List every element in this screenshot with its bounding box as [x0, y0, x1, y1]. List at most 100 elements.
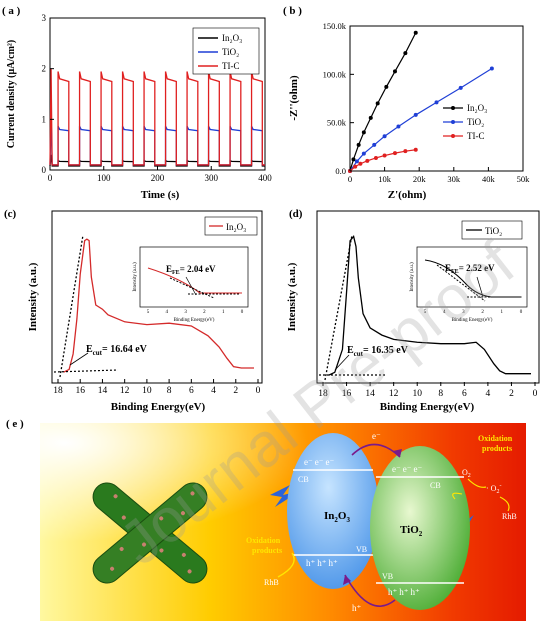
legend-label: TI-C [467, 131, 485, 141]
x-tick-label: 0 [256, 386, 261, 396]
series-line-1 [49, 114, 265, 166]
data-point [361, 130, 366, 135]
panel-d-inset: EFE= 2.52 eV 5 4 3 2 1 0 Binding Energy(eV) I… [410, 246, 528, 323]
x-tick-label: 6 [189, 386, 194, 396]
panel-a-label: ( a ) [2, 5, 21, 17]
panel-c-ticks: 18 16 14 12 10 8 6 4 2 0 [53, 379, 261, 396]
legend-marker [451, 106, 455, 110]
panel-d-label: (d) [289, 208, 303, 220]
y-tick-label: 2 [42, 64, 47, 74]
panel-c-inset-annotation: EFE= 2.04 eV [166, 264, 216, 276]
left-rhb-label: RhB [264, 578, 279, 587]
inset-x-tick-label: 0 [520, 310, 523, 315]
x-tick-label: 18 [53, 386, 63, 396]
hole-transfer-arrow [344, 574, 396, 607]
data-point [382, 134, 387, 139]
light-bolt-icon [270, 485, 300, 507]
panel-d-cut-arrow [334, 354, 350, 371]
data-point [392, 151, 397, 156]
panel-b-frame [349, 25, 524, 172]
panel-d-legend-label: TiO₂ [485, 226, 502, 236]
panel-b-ylabel: -Z''(ohm) [288, 75, 300, 121]
x-tick-label: 300 [205, 173, 219, 183]
panel-c-legend-label: In₂O₃ [226, 222, 246, 232]
in2o3-holes: h⁺ h⁺ h⁺ [306, 558, 338, 568]
panel-c-ylabel: Intensity (a.u.) [27, 262, 39, 331]
data-point [382, 153, 387, 158]
inset-x-tick-label: 5 [147, 310, 150, 315]
panel-c-inset: EFE= 2.04 eV 5 4 3 2 1 0 Binding Energy(eV) I… [133, 246, 249, 323]
tio2-label: TiO2 [400, 524, 423, 538]
series-line-1 [349, 68, 493, 172]
x-tick-label: 10k [378, 174, 392, 184]
in2o3-band-ellipse: e⁻ e⁻ e⁻ CB In2O3 VB h⁺ h⁺ h⁺ [287, 433, 379, 589]
tio2-electrons: e⁻ e⁻ e⁻ [392, 464, 422, 474]
panel-c-baseline [53, 369, 119, 373]
tio2-vb-label: VB [382, 572, 393, 581]
right-reaction-arrow [499, 496, 510, 512]
panel-d-legend: TiO₂ [461, 220, 523, 240]
panel-b-legend: In₂O₃ TiO₂ TI-C [443, 103, 487, 141]
x-tick-label: 6 [462, 389, 467, 399]
x-tick-label: 14 [365, 389, 375, 399]
panel-c-cut-annotation: Ecut= 16.64 eV [86, 344, 148, 357]
panel-a: ( a ) 0 100 200 300 400 0 1 2 3 Time (s) Current… [2, 5, 272, 201]
panel-d-frame [316, 210, 540, 384]
x-tick-label: 12 [120, 386, 130, 396]
x-tick-label: 2 [509, 389, 514, 399]
panel-d-ticks: 18 16 14 12 10 8 6 4 2 0 [318, 382, 538, 399]
panel-a-legend: In₂O₃ TiO₂ TI-C [192, 27, 260, 75]
y-tick-label: 150.0k [323, 21, 347, 31]
panel-a-ylabel: Current density (μA/cm²) [6, 40, 17, 148]
panel-d-inset-annotation: EFE= 2.52 eV [445, 263, 495, 275]
x-tick-label: 50k [517, 174, 531, 184]
inset-x-tick-label: 2 [203, 310, 206, 315]
panel-c: (c) 18 16 14 12 10 8 6 4 2 0 Ecut= 16.64 eV In₂O₃… [4, 208, 263, 413]
panel-b-ticks: 0 10k 20k 30k 40k 50k 0.0 50.0k 100.0k 150.0k [323, 21, 531, 184]
panel-c-inset-xlabel: Binding Energy(eV) [174, 318, 215, 323]
y-tick-label: 0 [42, 165, 47, 175]
data-point [384, 84, 389, 89]
x-tick-label: 10 [412, 389, 422, 399]
panel-d-xlabel: Binding Energy(eV) [380, 401, 475, 413]
panel-c-cut-fit-line [59, 234, 84, 378]
data-point [365, 158, 370, 163]
panel-c-spectrum-line [63, 238, 254, 373]
data-point [392, 69, 397, 74]
inset-x-tick-label: 4 [443, 310, 446, 315]
panel-e-label: ( e ) [6, 418, 24, 430]
data-point [403, 51, 408, 56]
x-tick-label: 20k [413, 174, 427, 184]
o2-reduction-arrow [467, 478, 487, 488]
right-oxidation-products: Oxidation products [478, 434, 513, 453]
y-tick-label: 3 [42, 13, 47, 23]
panel-d: (d) 18 16 14 12 10 8 6 4 2 0 Ecut= 16.35 eV TiO₂ … [286, 208, 540, 413]
legend-label: TI-C [222, 61, 240, 71]
x-tick-label: 200 [151, 173, 165, 183]
x-tick-label: 100 [97, 173, 111, 183]
y-tick-label: 50.0k [327, 118, 347, 128]
legend-label: In₂O₃ [222, 33, 242, 43]
panel-c-cut-arrow [69, 352, 89, 366]
in2o3-label: In2O3 [324, 510, 350, 524]
x-tick-label: 14 [98, 386, 108, 396]
inset-x-tick-label: 0 [241, 310, 244, 315]
inset-x-tick-label: 1 [501, 310, 504, 315]
x-tick-label: 0 [533, 389, 538, 399]
data-point [434, 100, 439, 105]
legend-label: In₂O₃ [467, 103, 487, 113]
in2o3-electrons: e⁻ e⁻ e⁻ [304, 457, 334, 467]
panel-d-cut-annotation: Ecut= 16.35 eV [347, 345, 409, 358]
x-tick-label: 10 [142, 386, 152, 396]
x-tick-label: 4 [211, 386, 216, 396]
legend-label: TiO₂ [467, 117, 484, 127]
data-point [368, 115, 373, 120]
data-point [358, 161, 363, 166]
x-tick-label: 8 [438, 389, 443, 399]
panel-a-xlabel: Time (s) [141, 189, 180, 201]
inset-x-tick-label: 3 [462, 310, 465, 315]
legend-marker [451, 120, 455, 124]
y-tick-label: 0.0 [335, 166, 346, 176]
inset-x-tick-label: 4 [166, 310, 169, 315]
in2o3-vb-label: VB [356, 545, 367, 554]
